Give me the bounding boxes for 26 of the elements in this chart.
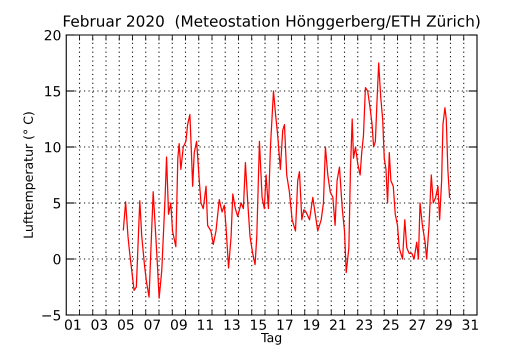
- x-tick-label: 13: [224, 319, 240, 330]
- x-tick-label: 07: [144, 319, 160, 330]
- x-tick-label: 25: [383, 319, 398, 330]
- y-tick-label: 10: [45, 142, 60, 152]
- y-tick-label: 5: [54, 198, 60, 208]
- y-tick-label: −5: [42, 310, 60, 320]
- x-tick-label: 27: [410, 319, 426, 330]
- chart-title: Februar 2020 (Meteostation Hönggerberg/ETH Zürich): [64, 15, 480, 30]
- x-tick-label: 15: [251, 320, 266, 330]
- x-tick-label: 23: [356, 319, 372, 330]
- x-tick-label: 01: [64, 319, 80, 330]
- x-tick-label: 21: [330, 319, 346, 330]
- y-tick-label: 15: [45, 86, 60, 96]
- y-tick-label: 20: [44, 30, 60, 40]
- y-tick-label: 0: [53, 254, 60, 264]
- x-tick-label: 17: [278, 320, 293, 330]
- x-tick-label: 03: [91, 319, 108, 330]
- x-tick-label: 09: [170, 319, 187, 330]
- x-tick-label: 19: [304, 319, 320, 330]
- y-axis-title: Lufttemperatur (° C): [23, 112, 36, 238]
- x-tick-label: 05: [118, 319, 134, 330]
- line-series: [122, 62, 450, 299]
- x-tick-label: 29: [436, 319, 452, 330]
- x-axis-title: Tag: [261, 332, 282, 345]
- x-tick-label: 11: [198, 320, 213, 330]
- x-tick-label: 31: [462, 319, 478, 330]
